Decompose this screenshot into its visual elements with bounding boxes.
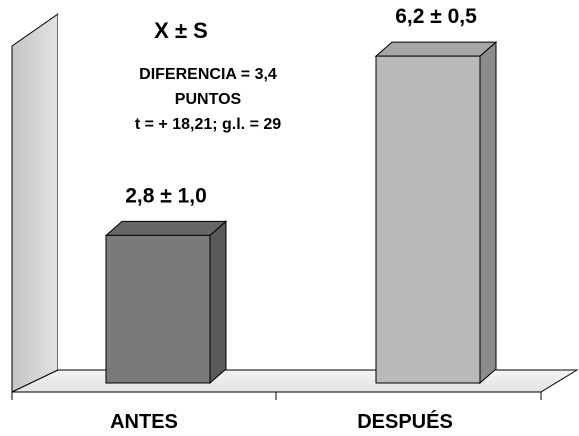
bar-side-despus xyxy=(479,41,497,385)
bar-side-antes xyxy=(209,220,227,385)
chart-title: X ± S xyxy=(154,18,208,43)
bar-top-antes xyxy=(104,220,228,236)
x-tick-label-despues: DESPUÉS xyxy=(357,410,453,433)
bar-top-despus xyxy=(374,41,498,57)
annotation-line-1: DIFERENCIA = 3,4 xyxy=(139,66,277,83)
bar-front-antes xyxy=(105,234,211,384)
floor xyxy=(11,369,579,393)
annotation-line-3: t = + 18,21; g.l. = 29 xyxy=(135,116,281,133)
bars-group: 2,8 ± 1,0 6,2 ± 0,5 xyxy=(104,5,498,385)
annotation-line-2: PUNTOS xyxy=(175,91,242,108)
data-label-antes: 2,8 ± 1,0 xyxy=(125,184,207,207)
x-tick-label-antes: ANTES xyxy=(110,411,178,433)
side-wall xyxy=(11,13,59,393)
bar-front-despus xyxy=(375,55,481,384)
data-label-despus: 6,2 ± 0,5 xyxy=(395,5,477,28)
